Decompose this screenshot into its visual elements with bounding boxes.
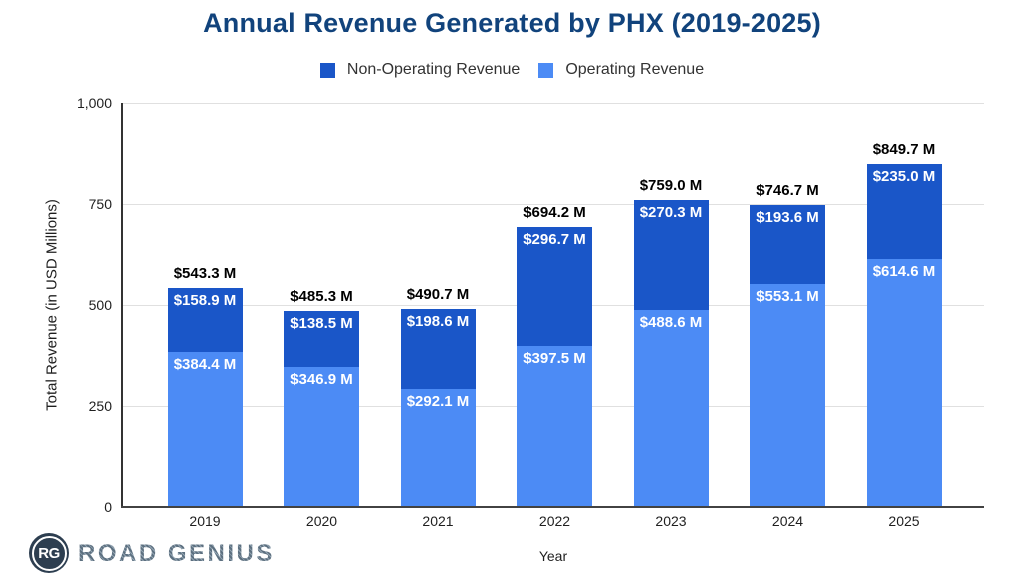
legend-item-non-operating-revenue: Non-Operating Revenue [319, 61, 521, 79]
x-axis-label-2024: 2024 [771, 513, 804, 529]
bar-2022-operating-segment [517, 346, 592, 507]
y-axis-line [121, 103, 123, 508]
gridline [123, 102, 984, 104]
bar-2025-non-operating-segment [866, 163, 942, 259]
bar-2025-operating-segment [866, 258, 942, 507]
chart-title: Annual Revenue Generated by PHX (2019-20… [203, 8, 821, 38]
road-genius-logo: RG ROAD GENIUS [29, 533, 275, 573]
bar-2024-total-label: $746.7 M [756, 182, 819, 200]
bar-2023-operating-label: $488.6 M [639, 313, 703, 331]
logo-wordmark: ROAD GENIUS [78, 539, 275, 567]
bar-2022-non-operating-segment [517, 226, 592, 347]
bar-2019-operating-segment [167, 351, 243, 507]
x-axis-line [121, 506, 984, 508]
bar-2021-non-operating-label: $198.6 M [406, 312, 470, 330]
bar-2020-non-operating-label: $138.5 M [290, 314, 353, 332]
bar-2022 [517, 226, 592, 507]
bar-2024-operating-label: $553.1 M [756, 287, 819, 305]
bar-2021 [400, 308, 476, 507]
bar-2023-total-label: $759.0 M [639, 177, 703, 195]
bar-2024-non-operating-label: $193.6 M [756, 209, 819, 227]
y-axis-tick-label: 250 [88, 398, 112, 414]
bar-2022-total-label: $694.2 M [523, 203, 586, 221]
bar-2024-operating-segment [750, 283, 825, 507]
bar-2025 [866, 163, 942, 507]
x-axis-label-2020: 2020 [305, 513, 338, 529]
bar-2023 [633, 200, 709, 507]
bar-2022-operating-label: $397.5 M [523, 350, 586, 368]
legend: Non-Operating Revenue Operating Revenue [0, 61, 1024, 79]
legend-item-operating-revenue: Operating Revenue [538, 61, 704, 79]
bar-2022-non-operating-label: $296.7 M [523, 230, 586, 248]
bar-2020-total-label: $485.3 M [290, 287, 353, 305]
gridline [123, 203, 984, 205]
bar-2019 [167, 287, 243, 507]
bar-2023-non-operating-segment [633, 200, 709, 310]
y-axis-tick-label: 0 [104, 499, 112, 515]
bar-2025-operating-label: $614.6 M [872, 262, 936, 280]
bar-2020 [284, 310, 359, 507]
x-axis-title: Year [538, 548, 568, 564]
bar-2023-non-operating-label: $270.3 M [639, 204, 703, 222]
bar-2024 [750, 205, 825, 507]
y-axis-tick-label: 750 [88, 196, 112, 212]
bar-2019-non-operating-label: $158.9 M [173, 291, 237, 309]
bar-2020-non-operating-segment [284, 310, 359, 367]
bar-2019-operating-label: $384.4 M [173, 355, 237, 373]
x-axis-label-2022: 2022 [538, 513, 571, 529]
bar-2021-total-label: $490.7 M [406, 285, 470, 303]
bar-2019-non-operating-segment [167, 287, 243, 352]
bar-2024-non-operating-segment [750, 205, 825, 284]
bar-2020-operating-segment [284, 366, 359, 507]
x-axis-label-2025: 2025 [888, 513, 920, 529]
x-axis-label-2021: 2021 [422, 513, 454, 529]
bar-2021-operating-label: $292.1 M [406, 392, 470, 410]
bar-2020-operating-label: $346.9 M [290, 370, 353, 388]
bar-2023-operating-segment [633, 309, 709, 507]
bar-2021-operating-segment [400, 388, 476, 507]
legend-swatch-icon [538, 62, 554, 78]
bar-2021-non-operating-segment [400, 308, 476, 389]
x-axis-label-2019: 2019 [189, 513, 221, 529]
legend-swatch-icon [319, 62, 335, 78]
legend-label: Operating Revenue [565, 61, 705, 78]
logo-monogram-text: RG [38, 544, 60, 562]
bar-2019-total-label: $543.3 M [173, 264, 237, 282]
x-axis-label-2023: 2023 [655, 513, 687, 529]
logo-monogram-icon: RG [29, 533, 69, 573]
y-axis-tick-label: 500 [88, 297, 112, 313]
logo-ring: RG [31, 535, 67, 571]
bar-2025-non-operating-label: $235.0 M [872, 167, 936, 185]
bar-2025-total-label: $849.7 M [872, 140, 936, 158]
y-axis-tick-label: 1,000 [76, 95, 112, 111]
legend-label: Non-Operating Revenue [346, 61, 521, 78]
